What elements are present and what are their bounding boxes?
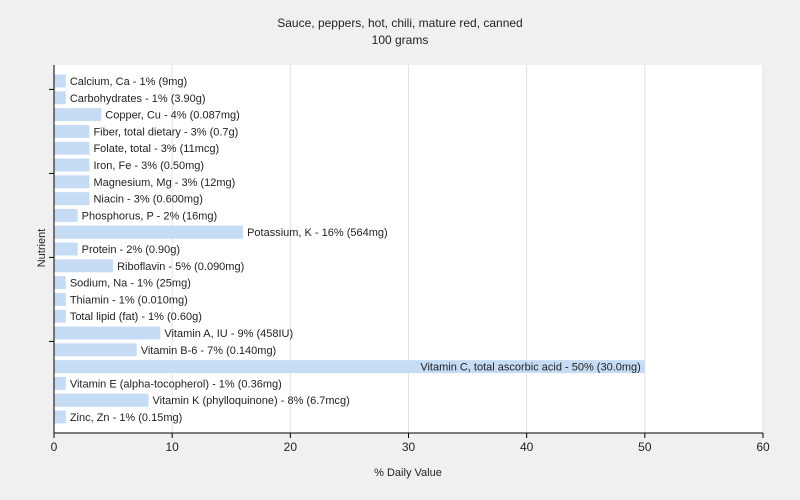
bar [54, 108, 102, 122]
x-tick-label: 50 [638, 440, 652, 454]
bar-label: Niacin - 3% (0.600mg) [93, 194, 202, 206]
bar [54, 326, 161, 340]
bar-label: Total lipid (fat) - 1% (0.60g) [70, 311, 202, 323]
bar [54, 124, 90, 138]
bar-label: Copper, Cu - 4% (0.087mg) [105, 110, 240, 122]
bar [54, 208, 78, 222]
x-tick-label: 40 [520, 440, 534, 454]
bar [54, 309, 66, 323]
bar-labels: Calcium, Ca - 1% (9mg) Carbohydrates - 1%… [70, 76, 641, 424]
bar-label: Thiamin - 1% (0.010mg) [70, 294, 188, 306]
bar [54, 410, 66, 424]
bar-label: Protein - 2% (0.90g) [82, 244, 180, 256]
axes: 0 10 20 30 40 50 60 [49, 65, 770, 454]
bar-label: Riboflavin - 5% (0.090mg) [117, 261, 244, 273]
bar [54, 343, 137, 357]
bar [54, 91, 66, 105]
bar [54, 158, 90, 172]
bar [54, 393, 149, 407]
bar-label: Zinc, Zn - 1% (0.15mg) [70, 412, 182, 424]
bar [54, 225, 244, 239]
bar [54, 360, 645, 374]
bar-label: Sodium, Na - 1% (25mg) [70, 278, 191, 290]
y-axis-title: Nutrient [36, 229, 48, 268]
bar-label: Vitamin A, IU - 9% (458IU) [164, 328, 293, 340]
x-tick-label: 20 [284, 440, 298, 454]
x-axis-title: % Daily Value [374, 467, 442, 479]
x-tick-label: 60 [756, 440, 770, 454]
bar [54, 192, 90, 206]
bar-label: Phosphorus, P - 2% (16mg) [82, 210, 218, 222]
bar-label: Fiber, total dietary - 3% (0.7g) [93, 126, 238, 138]
bar-label: Vitamin K (phylloquinone) - 8% (6.7mcg) [153, 395, 350, 407]
bar-label: Vitamin E (alpha-tocopherol) - 1% (0.36m… [70, 378, 282, 390]
bar-label: Vitamin B-6 - 7% (0.140mg) [141, 345, 277, 357]
bar [54, 141, 90, 155]
x-tick-label: 10 [165, 440, 179, 454]
x-tick-label: 30 [402, 440, 416, 454]
chart-title: Sauce, peppers, hot, chili, mature red, … [277, 16, 522, 30]
bars [54, 74, 645, 424]
bar-label: Folate, total - 3% (11mcg) [93, 143, 219, 155]
bar-label: Iron, Fe - 3% (0.50mg) [93, 160, 204, 172]
bar [54, 175, 90, 189]
bar-label: Calcium, Ca - 1% (9mg) [70, 76, 187, 88]
bar [54, 74, 66, 88]
bar-label: Carbohydrates - 1% (3.90g) [70, 93, 206, 105]
bar-label: Potassium, K - 16% (564mg) [247, 227, 388, 239]
bar [54, 276, 66, 290]
bar [54, 242, 78, 256]
bar [54, 259, 114, 273]
bar-label: Vitamin C, total ascorbic acid - 50% (30… [420, 362, 641, 374]
chart-subtitle: 100 grams [372, 33, 429, 47]
bar [54, 376, 66, 390]
bar-label: Magnesium, Mg - 3% (12mg) [93, 177, 235, 189]
x-tick-label: 0 [51, 440, 58, 454]
bar [54, 292, 66, 306]
